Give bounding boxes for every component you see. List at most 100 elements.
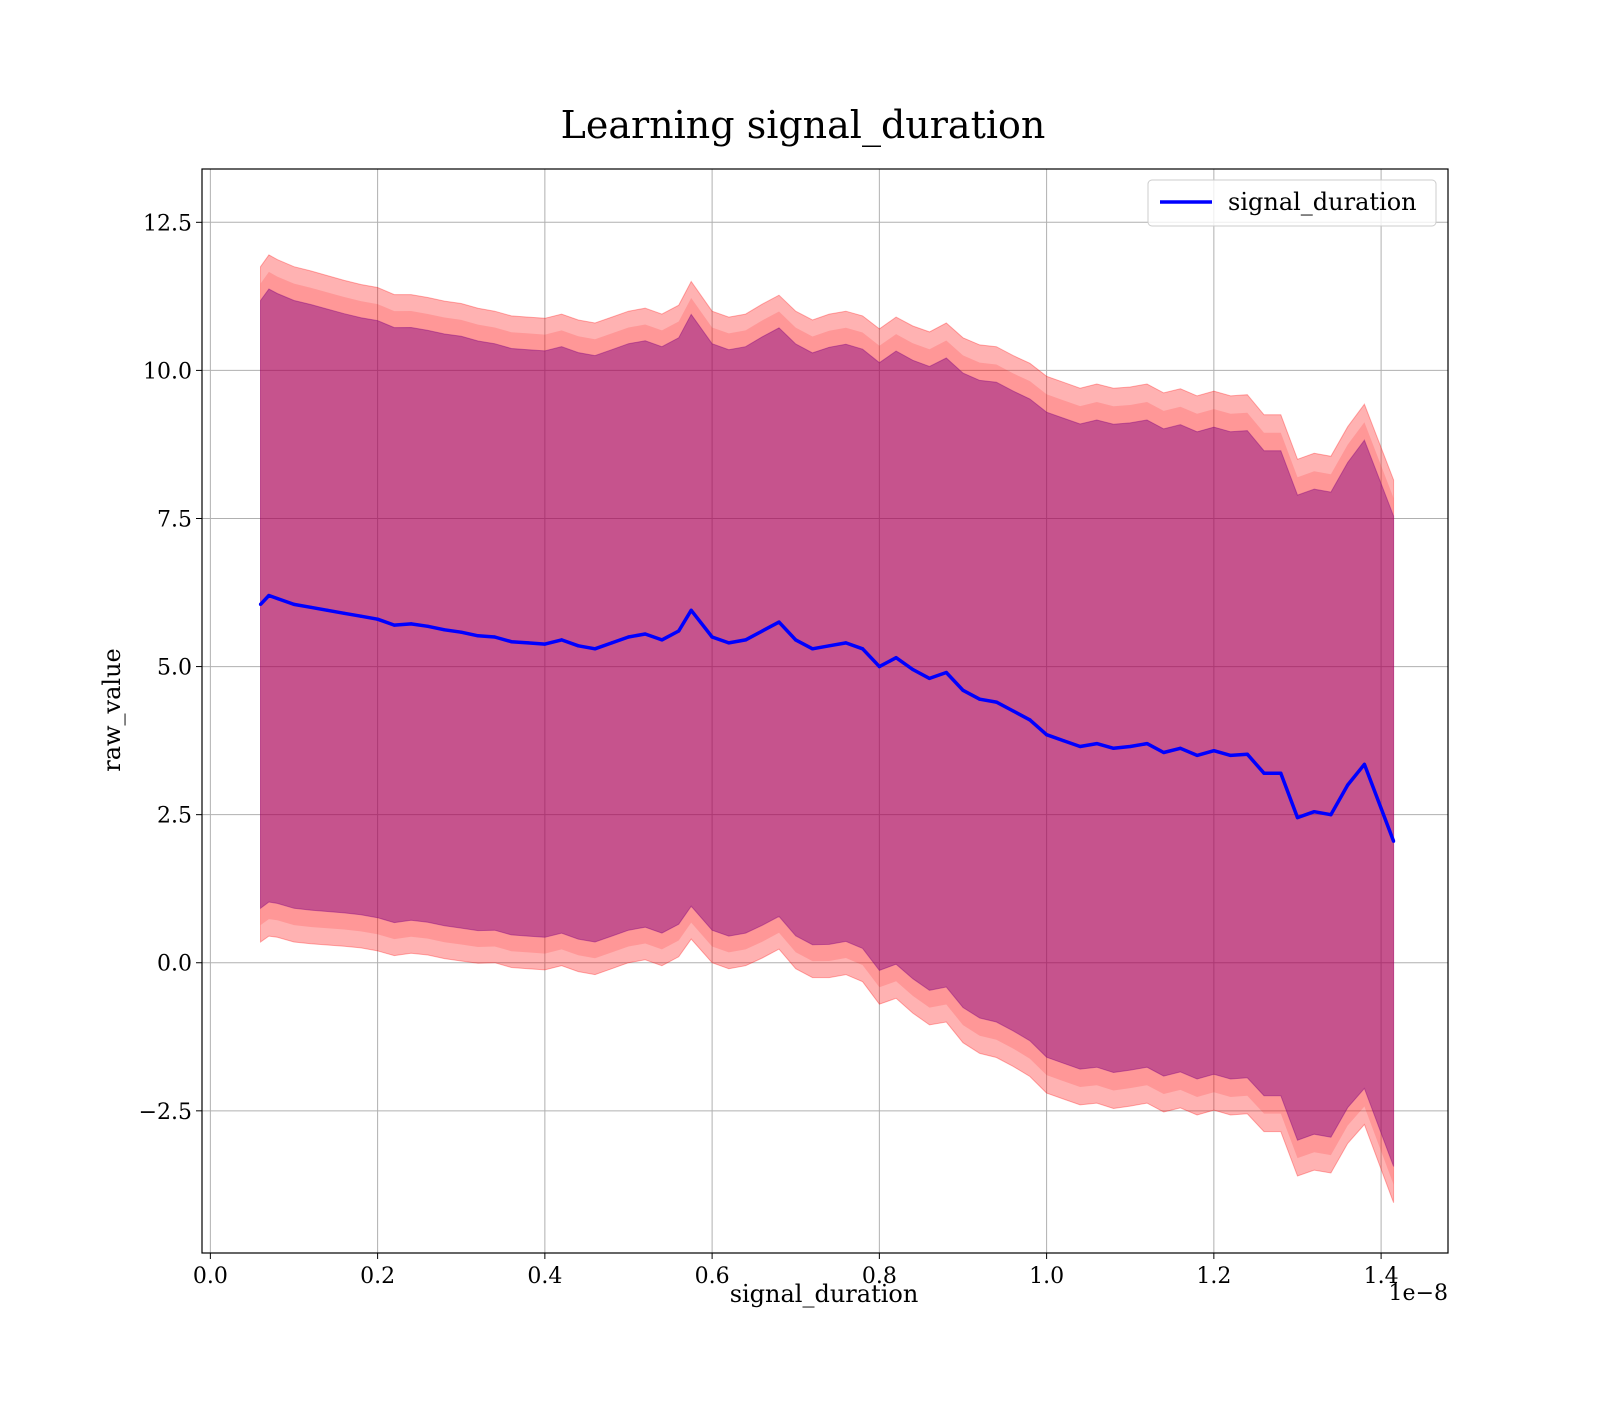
y-tick-label: 10.0 bbox=[143, 359, 192, 384]
data-point bbox=[710, 635, 714, 639]
data-point bbox=[844, 641, 848, 645]
plot-area-frame bbox=[201, 168, 1449, 1254]
y-tick-label: 0.0 bbox=[157, 952, 192, 977]
x-tick-label: 0.8 bbox=[862, 1264, 897, 1289]
x-tick-label: 0.0 bbox=[193, 1264, 228, 1289]
legend: signal_duration bbox=[1147, 179, 1437, 227]
y-tick-label: 12.5 bbox=[143, 211, 192, 236]
data-point bbox=[927, 676, 932, 681]
data-point bbox=[894, 656, 898, 660]
data-point bbox=[593, 647, 597, 651]
data-point bbox=[861, 647, 865, 651]
data-point bbox=[643, 632, 647, 636]
data-point bbox=[1229, 753, 1233, 758]
data-point bbox=[526, 641, 530, 645]
data-point bbox=[944, 670, 948, 675]
data-point bbox=[626, 635, 631, 639]
x-tick-label: 1.2 bbox=[1196, 1264, 1231, 1289]
data-point bbox=[258, 602, 263, 607]
data-point bbox=[827, 644, 831, 648]
data-point bbox=[777, 620, 781, 624]
legend-box bbox=[1147, 179, 1437, 227]
data-point bbox=[292, 602, 296, 607]
data-point bbox=[576, 644, 580, 648]
inner-std-band bbox=[260, 288, 1395, 1167]
data-point bbox=[810, 647, 815, 651]
y-tick-label: 2.5 bbox=[157, 804, 192, 829]
data-point bbox=[1045, 733, 1049, 737]
data-point bbox=[744, 638, 748, 642]
data-point bbox=[994, 700, 999, 704]
data-point bbox=[1312, 810, 1316, 814]
data-point bbox=[267, 593, 271, 598]
data-point bbox=[1162, 750, 1166, 755]
confidence-bands bbox=[260, 254, 1395, 1203]
data-point bbox=[442, 628, 447, 632]
y-tick-label: −2.5 bbox=[139, 1100, 192, 1125]
data-point bbox=[1329, 813, 1333, 817]
data-point bbox=[359, 614, 363, 618]
data-point bbox=[1362, 762, 1366, 766]
data-point bbox=[376, 617, 380, 621]
data-point bbox=[1011, 709, 1015, 713]
data-point bbox=[543, 642, 547, 646]
data-point bbox=[275, 596, 279, 601]
data-point bbox=[1111, 746, 1116, 750]
data-point bbox=[961, 688, 965, 692]
data-point bbox=[1095, 742, 1099, 746]
data-point bbox=[1145, 742, 1149, 746]
data-point bbox=[677, 629, 681, 633]
data-point bbox=[1195, 753, 1199, 758]
data-point bbox=[1262, 771, 1266, 775]
axis-ticks: 0.0 0.2 0.4 0.6 0.8 1.0 1.2 1.4 −2.5 0.0 2.5 5.0 7.5… bbox=[139, 211, 1399, 1289]
y-tick-label: 7.5 bbox=[157, 507, 192, 532]
data-point bbox=[689, 608, 693, 612]
data-point bbox=[409, 622, 413, 626]
data-point bbox=[610, 641, 614, 645]
data-point bbox=[1061, 739, 1065, 743]
data-point bbox=[459, 630, 463, 634]
data-point bbox=[660, 638, 664, 642]
data-point bbox=[1212, 749, 1216, 753]
data-point bbox=[1245, 752, 1249, 756]
data-point bbox=[1392, 839, 1396, 843]
chart-title: Learning signal_duration bbox=[561, 103, 1046, 148]
data-point bbox=[1178, 746, 1182, 750]
series-lines bbox=[258, 593, 1396, 843]
data-point bbox=[1128, 744, 1132, 749]
grid-lines bbox=[202, 169, 1448, 1253]
data-point bbox=[325, 608, 329, 612]
x-tick-label: 1.0 bbox=[1029, 1264, 1064, 1289]
data-point bbox=[794, 638, 798, 642]
data-point bbox=[309, 605, 313, 609]
outer-std-band bbox=[260, 254, 1395, 1203]
x-axis-offset-label: 1e−8 bbox=[1389, 1281, 1448, 1306]
data-point bbox=[1078, 744, 1082, 749]
data-point bbox=[978, 697, 982, 701]
y-tick-label: 5.0 bbox=[157, 656, 192, 681]
middle-std-band bbox=[260, 271, 1394, 1185]
data-point bbox=[760, 629, 764, 633]
data-point bbox=[342, 611, 346, 615]
data-point bbox=[493, 635, 497, 639]
x-tick-label: 1.4 bbox=[1364, 1264, 1399, 1289]
y-axis-label: raw_value bbox=[98, 648, 126, 772]
x-axis-label: signal_duration bbox=[730, 1280, 919, 1308]
data-point bbox=[1346, 783, 1350, 787]
x-tick-label: 0.6 bbox=[695, 1264, 730, 1289]
data-point bbox=[911, 667, 915, 672]
legend-label-signal-duration: signal_duration bbox=[1228, 188, 1417, 216]
data-point bbox=[1295, 816, 1300, 820]
data-point bbox=[1279, 771, 1283, 775]
data-point bbox=[392, 623, 396, 627]
data-point bbox=[877, 665, 882, 669]
data-point bbox=[509, 640, 513, 644]
data-point bbox=[1028, 718, 1032, 722]
data-point bbox=[426, 624, 430, 628]
data-point bbox=[560, 638, 564, 642]
x-tick-label: 0.2 bbox=[360, 1264, 395, 1289]
x-tick-label: 0.4 bbox=[527, 1264, 562, 1289]
